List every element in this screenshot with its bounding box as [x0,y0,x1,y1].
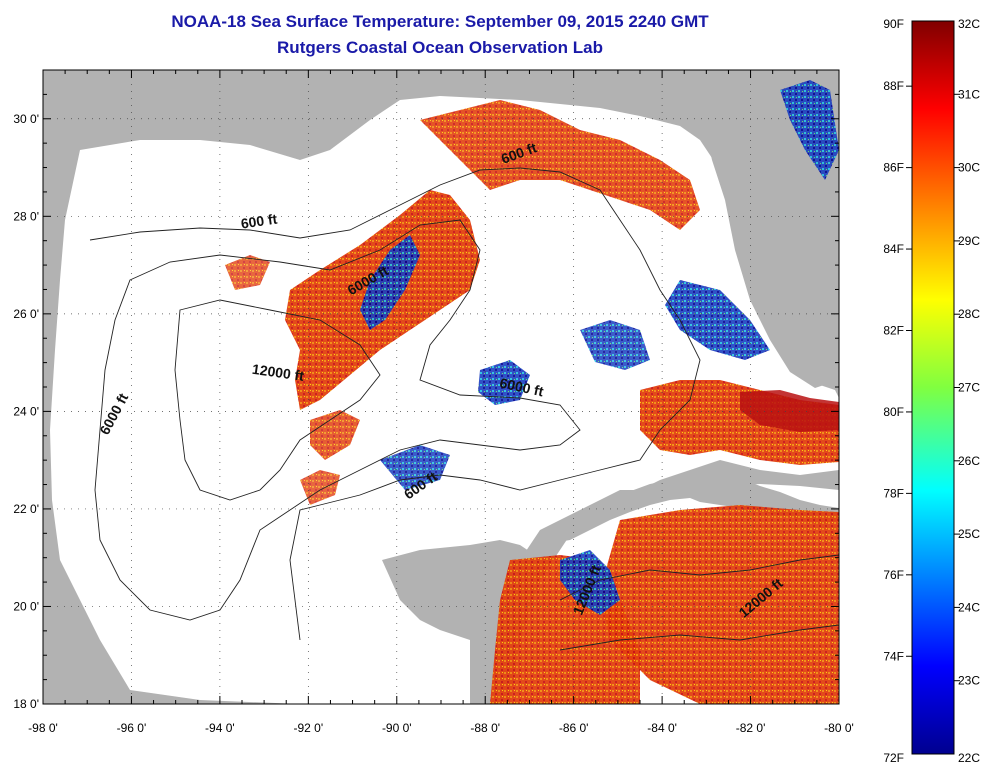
sst-patch-warm [600,505,839,704]
florida-land [700,100,839,388]
contour-label: 600 ft [240,211,279,232]
colorbar: 88F 86F 84F 82F 80F 78F 76F 74F 31C 30C 29C 28C 27C 2… [883,17,980,765]
colorbar-top-c: 32C [958,17,980,31]
colorbar-f-label: 82F [883,323,904,337]
colorbar-f-label: 84F [883,242,904,256]
y-tick-label: 24 0' [13,404,39,418]
y-tick-label: 18 0' [13,697,39,711]
colorbar-f-label: 74F [883,649,904,663]
x-tick-label: -92 0' [294,721,324,735]
colorbar-bottom-c: 22C [958,751,980,765]
grid-lines [43,70,839,704]
bathymetry-contours [89,167,839,651]
colorbar-c-label: 26C [958,454,980,468]
contour-12000ft-caribbean [559,554,839,651]
colorbar-f-label: 86F [883,161,904,175]
x-tick-label: -98 0' [28,721,58,735]
map-subtitle: Rutgers Coastal Ocean Observation Lab [277,38,603,57]
sst-patch-cool [478,360,530,405]
sst-patch-warm [225,255,270,290]
cuba-land [540,472,839,545]
map-title: NOAA-18 Sea Surface Temperature: Septemb… [171,12,709,31]
x-tick-label: -86 0' [559,721,589,735]
x-tick-label: -96 0' [117,721,147,735]
colorbar-f-label: 80F [883,405,904,419]
x-tick-label: -82 0' [736,721,766,735]
y-tick-label: 20 0' [13,599,39,613]
x-tick-label: -90 0' [382,721,412,735]
x-tick-label: -94 0' [205,721,235,735]
x-tick-label: -88 0' [470,721,500,735]
colorbar-bottom-f: 72F [883,751,904,765]
contour-12000ft [174,299,381,501]
colorbar-c-label: 28C [958,307,980,321]
y-tick-label: 26 0' [13,307,39,321]
colorbar-f-label: 78F [883,486,904,500]
colorbar-f-label: 76F [883,568,904,582]
colorbar-top-f: 90F [883,17,904,31]
contour-600ft [89,167,701,641]
contour-6000ft [94,219,581,621]
colorbar-c-label: 23C [958,674,980,688]
colorbar-f-label: 88F [883,79,904,93]
colorbar-c-label: 30C [958,161,980,175]
sst-patch-warm [420,100,700,230]
contour-label: 12000 ft [251,361,305,384]
sst-patch-cool [560,550,620,615]
colorbar-ticks: 88F 86F 84F 82F 80F 78F 76F 74F 31C 30C 29C 28C 27C 2… [883,79,980,688]
sst-patch-cool [380,445,450,490]
x-tick-label: -84 0' [647,721,677,735]
sst-patch-hot [740,390,839,432]
sst-patch-cool [780,80,839,180]
y-tick-label: 28 0' [13,209,39,223]
sst-patch-warm [310,410,360,460]
latitude-axis: 18 0' 20 0' 22 0' 24 0' 26 0' 28 0' 30 0' [13,69,839,711]
gulf-water [50,96,839,704]
sst-patch-cool [665,280,770,360]
colorbar-gradient [911,20,955,755]
colorbar-c-label: 31C [958,87,980,101]
colorbar-c-label: 27C [958,381,980,395]
y-tick-label: 30 0' [13,112,39,126]
y-tick-label: 22 0' [13,502,39,516]
colorbar-c-label: 29C [958,234,980,248]
sst-patch-cool [360,235,420,330]
longitude-axis: -98 0' -96 0' -94 0' -92 0' -90 0' -88 0' -86 … [28,70,854,735]
colorbar-c-label: 25C [958,527,980,541]
x-tick-label: -80 0' [824,721,854,735]
colorbar-c-label: 24C [958,600,980,614]
sst-patch-cool [580,320,650,370]
